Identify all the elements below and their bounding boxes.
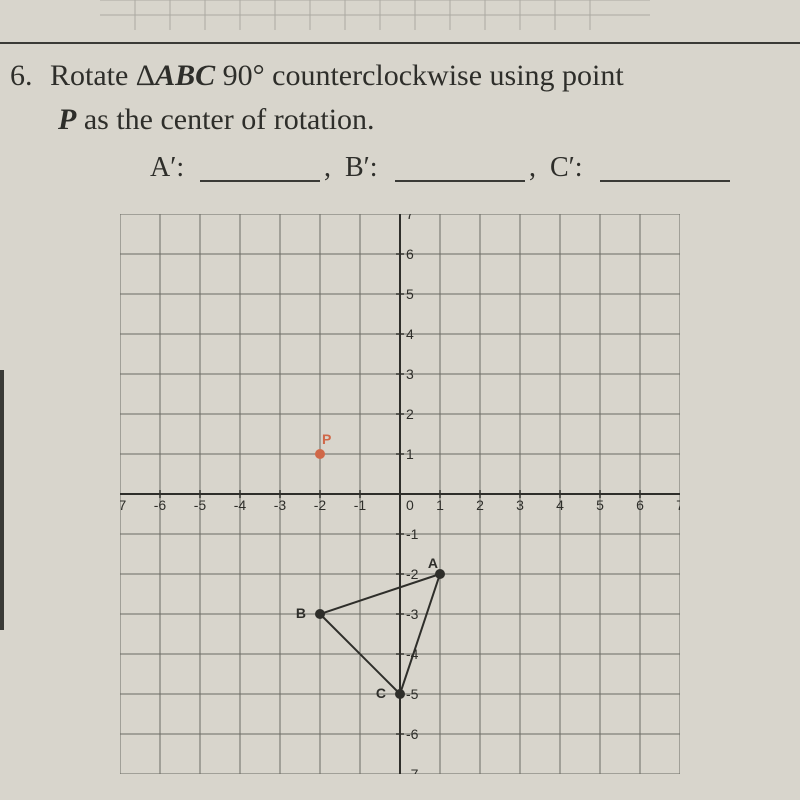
svg-text:7: 7 xyxy=(406,214,414,222)
c-prime-label: C′: xyxy=(550,152,583,184)
top-grid-fragment xyxy=(100,0,650,30)
svg-text:-7: -7 xyxy=(120,497,126,513)
left-margin-bar xyxy=(0,370,4,630)
svg-text:-2: -2 xyxy=(314,497,327,513)
triangle-name: ABC xyxy=(155,59,215,92)
c-prime-blank[interactable] xyxy=(600,152,730,182)
svg-text:-3: -3 xyxy=(274,497,287,513)
svg-text:4: 4 xyxy=(556,497,564,513)
b-prime-blank[interactable] xyxy=(395,152,525,182)
svg-text:1: 1 xyxy=(436,497,444,513)
svg-text:-7: -7 xyxy=(406,766,419,774)
svg-text:4: 4 xyxy=(406,326,414,342)
svg-text:6: 6 xyxy=(406,246,414,262)
svg-text:-4: -4 xyxy=(234,497,247,513)
svg-text:2: 2 xyxy=(406,406,414,422)
problem-text: 6.Rotate ΔABC 90° counterclockwise using… xyxy=(10,54,790,141)
svg-text:-3: -3 xyxy=(406,606,419,622)
svg-text:-5: -5 xyxy=(194,497,207,513)
svg-text:6: 6 xyxy=(636,497,644,513)
svg-text:2: 2 xyxy=(476,497,484,513)
point-P-ref: P xyxy=(58,103,76,136)
a-prime-blank[interactable] xyxy=(200,152,320,182)
svg-text:1: 1 xyxy=(406,446,414,462)
svg-text:3: 3 xyxy=(406,366,414,382)
svg-text:C: C xyxy=(376,685,386,701)
problem-number: 6. xyxy=(10,54,50,98)
svg-text:3: 3 xyxy=(516,497,524,513)
a-prime-label: A′: xyxy=(150,152,184,184)
svg-text:5: 5 xyxy=(406,286,414,302)
svg-text:-6: -6 xyxy=(406,726,419,742)
svg-text:A: A xyxy=(428,555,438,571)
svg-text:7: 7 xyxy=(676,497,680,513)
svg-text:B: B xyxy=(296,605,306,621)
svg-text:-2: -2 xyxy=(406,566,419,582)
svg-text:-5: -5 xyxy=(406,686,419,702)
svg-text:-1: -1 xyxy=(406,526,419,542)
separator-line xyxy=(0,42,800,44)
svg-text:-1: -1 xyxy=(354,497,367,513)
svg-text:-6: -6 xyxy=(154,497,167,513)
svg-text:5: 5 xyxy=(596,497,604,513)
b-prime-label: B′: xyxy=(345,152,378,184)
svg-text:0: 0 xyxy=(406,497,414,513)
coordinate-grid: -7-6-5-4-3-2-101234567-7-6-5-4-3-2-11234… xyxy=(120,214,680,774)
svg-text:P: P xyxy=(322,431,331,447)
